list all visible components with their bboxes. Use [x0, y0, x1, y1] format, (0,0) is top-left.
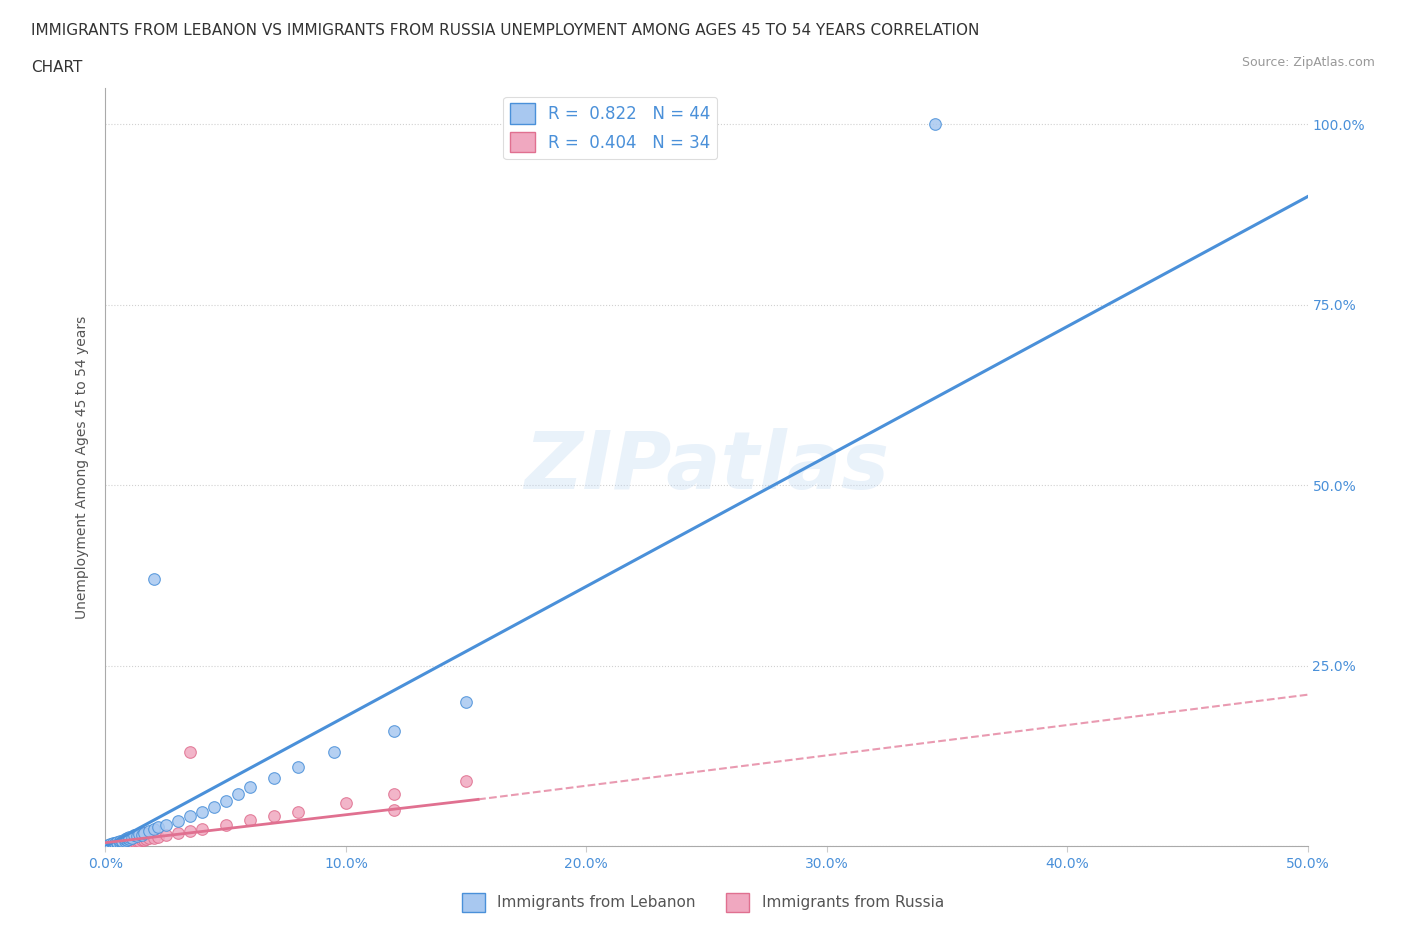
- Point: [121, 834, 143, 849]
- Point: [190, 821, 212, 836]
- Text: IMMIGRANTS FROM LEBANON VS IMMIGRANTS FROM RUSSIA UNEMPLOYMENT AMONG AGES 45 TO : IMMIGRANTS FROM LEBANON VS IMMIGRANTS FR…: [31, 23, 980, 38]
- Point: [97, 838, 120, 853]
- Point: [179, 824, 201, 839]
- Point: [114, 834, 136, 849]
- Point: [135, 831, 157, 846]
- Legend: Immigrants from Lebanon, Immigrants from Russia: Immigrants from Lebanon, Immigrants from…: [456, 887, 950, 918]
- Point: [142, 821, 165, 836]
- Point: [104, 835, 127, 850]
- Point: [118, 834, 141, 849]
- Point: [107, 836, 129, 851]
- Point: [128, 833, 150, 848]
- Point: [98, 837, 121, 852]
- Point: [263, 808, 285, 823]
- Point: [111, 833, 134, 848]
- Point: [131, 832, 153, 847]
- Point: [101, 837, 124, 852]
- Point: [142, 572, 165, 587]
- Point: [166, 814, 188, 829]
- Point: [124, 828, 146, 843]
- Point: [114, 831, 136, 846]
- Point: [166, 826, 188, 841]
- Point: [124, 834, 146, 849]
- Point: [179, 745, 201, 760]
- Point: [924, 117, 946, 132]
- Point: [155, 817, 177, 832]
- Point: [239, 779, 262, 794]
- Point: [121, 830, 143, 845]
- Point: [138, 824, 160, 839]
- Point: [382, 787, 405, 802]
- Point: [108, 834, 131, 849]
- Point: [132, 832, 155, 847]
- Point: [148, 819, 170, 834]
- Point: [97, 837, 120, 852]
- Point: [179, 808, 201, 823]
- Point: [155, 828, 177, 843]
- Point: [118, 831, 141, 846]
- Point: [131, 824, 153, 839]
- Point: [202, 799, 225, 814]
- Point: [118, 830, 141, 844]
- Point: [111, 834, 134, 849]
- Point: [190, 804, 212, 819]
- Point: [148, 830, 170, 844]
- Point: [322, 745, 344, 760]
- Point: [131, 828, 153, 843]
- Point: [226, 787, 249, 802]
- Point: [115, 835, 138, 850]
- Point: [239, 813, 262, 828]
- Point: [382, 724, 405, 738]
- Point: [114, 835, 136, 850]
- Point: [107, 834, 129, 849]
- Text: ZIPatlas: ZIPatlas: [524, 429, 889, 506]
- Point: [287, 760, 309, 775]
- Text: Source: ZipAtlas.com: Source: ZipAtlas.com: [1241, 56, 1375, 69]
- Point: [101, 836, 124, 851]
- Point: [108, 836, 131, 851]
- Point: [214, 817, 236, 832]
- Point: [107, 837, 129, 852]
- Point: [97, 838, 120, 853]
- Point: [263, 770, 285, 785]
- Point: [125, 834, 148, 849]
- Point: [287, 804, 309, 819]
- Point: [125, 829, 148, 844]
- Y-axis label: Unemployment Among Ages 45 to 54 years: Unemployment Among Ages 45 to 54 years: [76, 315, 90, 619]
- Point: [382, 803, 405, 817]
- Point: [142, 830, 165, 845]
- Point: [132, 825, 155, 840]
- Point: [101, 837, 124, 852]
- Point: [214, 793, 236, 808]
- Point: [108, 835, 131, 850]
- Point: [115, 830, 138, 845]
- Text: CHART: CHART: [31, 60, 83, 75]
- Point: [454, 695, 477, 710]
- Point: [335, 795, 357, 810]
- Point: [128, 827, 150, 842]
- Point: [98, 837, 121, 852]
- Point: [111, 836, 134, 851]
- Point: [104, 837, 127, 852]
- Legend: R =  0.822   N = 44, R =  0.404   N = 34: R = 0.822 N = 44, R = 0.404 N = 34: [503, 97, 717, 159]
- Point: [104, 837, 127, 852]
- Point: [454, 774, 477, 789]
- Point: [98, 838, 121, 853]
- Point: [115, 832, 138, 847]
- Point: [138, 830, 160, 845]
